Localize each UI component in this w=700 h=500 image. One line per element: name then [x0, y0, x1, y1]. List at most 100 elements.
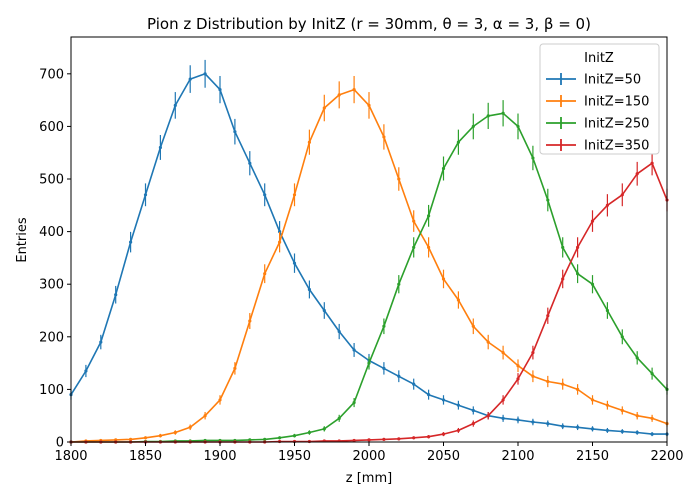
y-tick-label: 0: [56, 436, 64, 451]
data-point: [441, 166, 446, 171]
legend-box: [539, 43, 660, 155]
data-point: [605, 203, 610, 207]
data-point: [620, 193, 624, 197]
x-tick-label: 1900: [203, 449, 236, 464]
data-point: [546, 314, 550, 318]
data-point: [576, 272, 580, 276]
data-point: [516, 364, 520, 368]
y-tick-label: 400: [39, 225, 64, 240]
data-point: [427, 214, 431, 218]
data-point: [561, 245, 565, 249]
legend-item: InitZ=250: [546, 117, 649, 132]
data-point: [471, 408, 475, 413]
data-point: [441, 432, 446, 436]
data-point: [516, 377, 520, 381]
data-point: [576, 387, 580, 392]
data-point: [531, 420, 535, 424]
data-point: [307, 287, 311, 292]
data-point: [292, 261, 297, 265]
legend-item: InitZ=50: [546, 73, 641, 88]
data-point: [382, 324, 386, 328]
data-point: [248, 319, 252, 323]
legend-title: InitZ: [584, 51, 614, 66]
data-point: [456, 140, 460, 144]
data-point: [263, 193, 267, 197]
data-point: [456, 298, 460, 302]
series-line: [71, 162, 668, 443]
data-point: [233, 130, 237, 134]
data-point: [143, 436, 148, 440]
chart-title: Pion z Distribution by InitZ (r = 30mm, …: [147, 15, 591, 33]
data-point: [620, 429, 624, 434]
data-point: [576, 425, 580, 429]
data-point: [590, 427, 595, 431]
data-point: [650, 416, 654, 420]
y-tick-label: 500: [39, 173, 64, 188]
data-point: [188, 77, 192, 81]
data-point: [412, 436, 416, 440]
data-point: [188, 425, 192, 429]
data-point: [471, 124, 475, 129]
data-point: [546, 379, 550, 384]
data-point: [561, 277, 565, 281]
data-point: [635, 414, 639, 418]
data-point: [456, 428, 460, 433]
data-point: [129, 437, 133, 441]
x-tick-label: 1950: [278, 449, 311, 464]
data-point: [129, 240, 133, 244]
data-point: [292, 434, 297, 438]
data-point: [367, 361, 371, 365]
data-point: [486, 114, 490, 118]
y-tick-label: 700: [39, 67, 64, 82]
data-point: [203, 72, 207, 76]
data-point: [352, 348, 356, 352]
data-point: [650, 372, 654, 376]
data-point: [590, 282, 595, 286]
data-point: [397, 437, 401, 441]
legend-item: InitZ=350: [546, 139, 649, 154]
data-point: [173, 103, 177, 107]
data-point: [143, 193, 148, 197]
data-point: [516, 418, 520, 422]
data-point: [605, 428, 610, 433]
legend-label: InitZ=50: [584, 73, 641, 88]
data-point: [486, 340, 490, 344]
data-point: [605, 403, 610, 407]
y-axis-label: Entries: [15, 217, 30, 263]
data-point: [397, 374, 401, 378]
data-point: [427, 393, 431, 397]
data-point: [427, 435, 431, 439]
data-point: [501, 416, 505, 420]
data-point: [441, 398, 446, 402]
x-tick-label: 1850: [129, 449, 162, 464]
data-point: [367, 438, 371, 442]
data-point: [322, 308, 326, 313]
data-point: [590, 398, 595, 402]
data-point: [561, 424, 565, 428]
x-tick-label: 2200: [650, 449, 683, 464]
x-tick-label: 2050: [427, 449, 460, 464]
data-point: [218, 398, 222, 402]
data-point: [158, 145, 162, 150]
y-tick-label: 200: [39, 330, 64, 345]
y-tick-label: 100: [39, 383, 64, 398]
data-point: [427, 245, 431, 249]
data-point: [546, 421, 550, 426]
data-point: [531, 350, 535, 355]
legend-label: InitZ=250: [584, 117, 649, 132]
series-3: [69, 151, 669, 444]
data-point: [590, 219, 595, 223]
data-point: [203, 414, 207, 418]
data-point: [337, 93, 341, 97]
x-tick-label: 2100: [501, 449, 534, 464]
legend: InitZ InitZ=50 InitZ=150 InitZ=250 InitZ=35…: [539, 43, 660, 155]
data-point: [650, 432, 654, 436]
plot-frame: [70, 36, 668, 443]
data-point: [278, 230, 282, 234]
legend-label: InitZ=350: [584, 139, 649, 154]
data-point: [546, 198, 550, 202]
data-point: [635, 430, 639, 435]
data-point: [441, 277, 446, 281]
data-point: [322, 427, 326, 431]
